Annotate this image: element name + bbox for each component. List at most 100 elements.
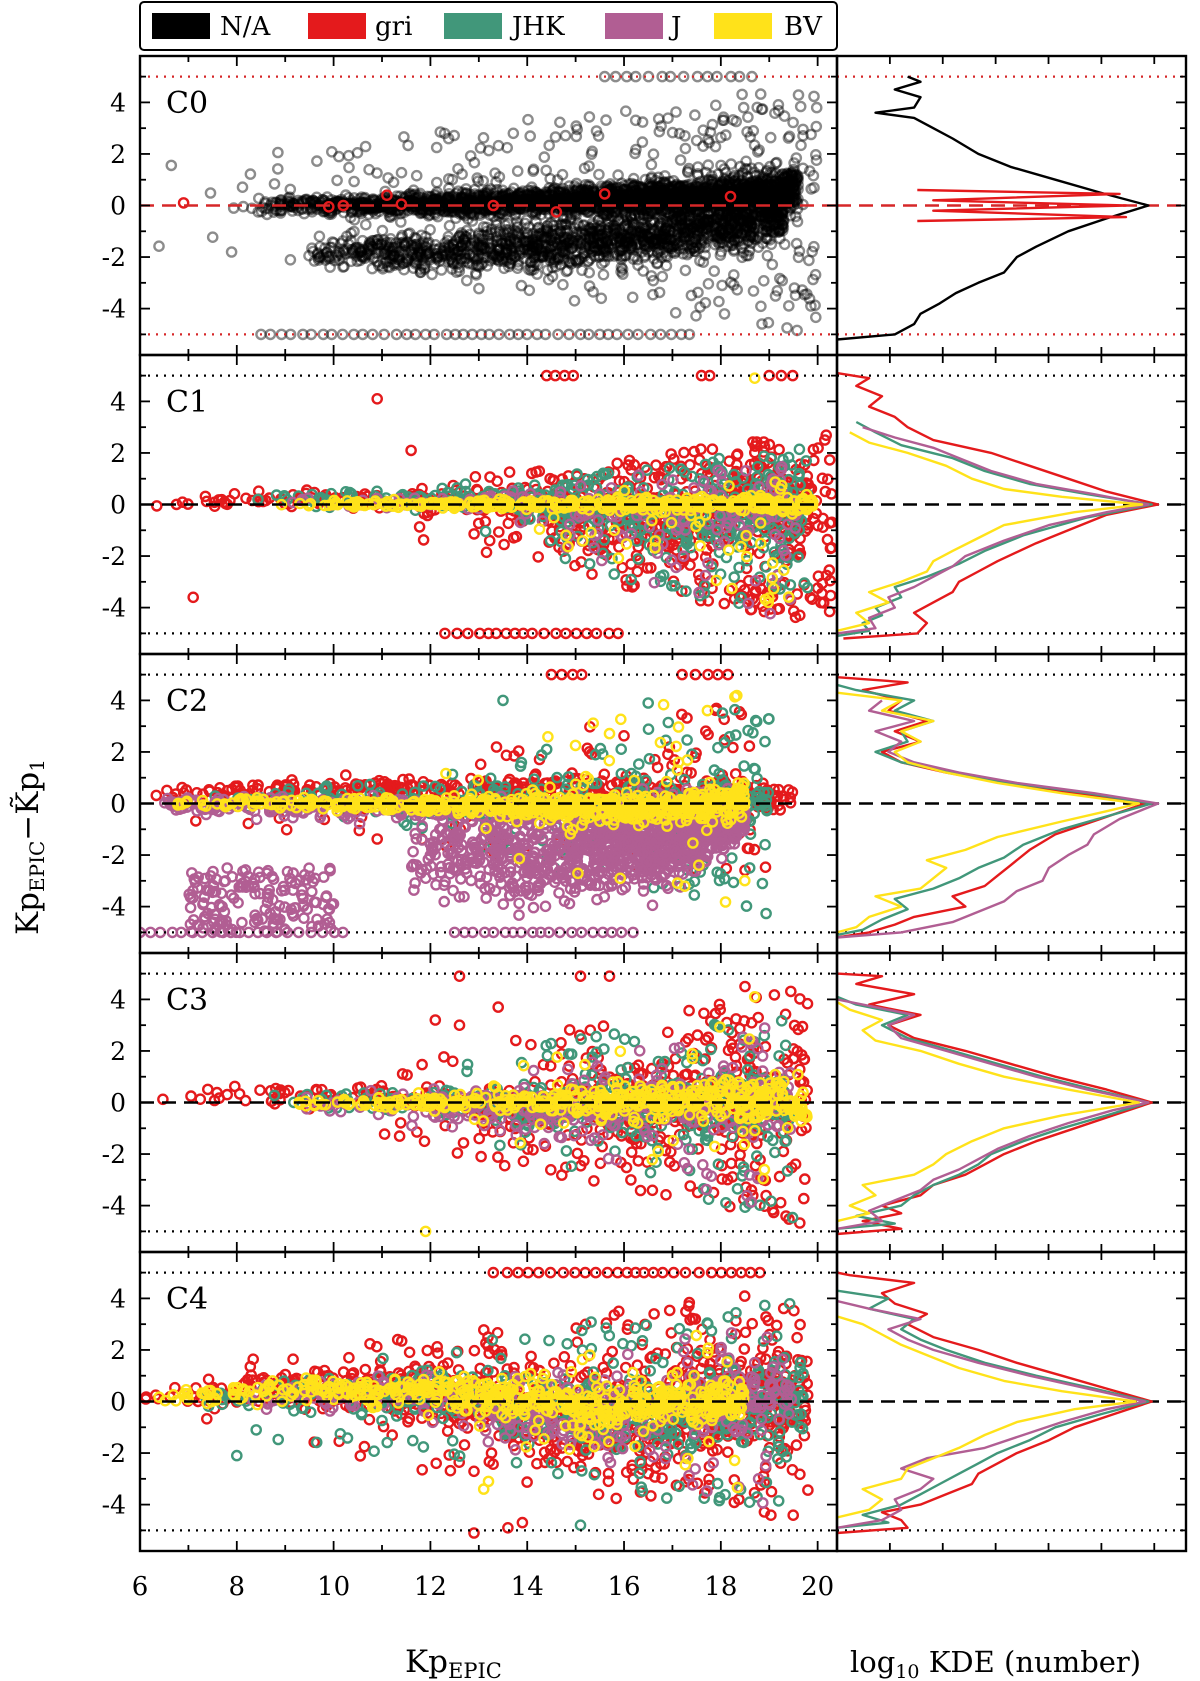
point-c0-na	[755, 178, 768, 191]
point-c0-na	[356, 197, 369, 210]
point-c0-na	[772, 99, 785, 111]
point-c0-na	[755, 175, 768, 188]
point-c0-na	[359, 140, 372, 153]
point-c0-na	[637, 209, 650, 222]
point-c0-na	[651, 190, 664, 203]
point-c0-na	[505, 196, 518, 208]
point-c0-na	[286, 205, 299, 217]
point-c0-na	[683, 182, 696, 195]
point-c0-na	[643, 230, 655, 243]
point-c0-na	[683, 224, 696, 237]
point-c0-na	[780, 188, 793, 200]
point-c0-na	[614, 181, 627, 194]
point-c0-na	[711, 183, 724, 196]
point-c0-na	[715, 186, 727, 198]
point-c0-na	[773, 175, 785, 188]
point-c0-na	[750, 179, 762, 192]
point-c0-na	[618, 192, 631, 204]
point-c0-na	[632, 196, 644, 209]
point-c0-na	[497, 190, 509, 203]
point-c0-na	[435, 203, 448, 215]
point-c0-na	[284, 253, 297, 266]
point-c0-na	[261, 208, 273, 221]
point-c0-na	[452, 193, 465, 206]
point-c0-na	[457, 255, 470, 268]
point-c0-na	[153, 240, 165, 252]
point-c0-na	[550, 192, 562, 205]
point-c0-na	[492, 139, 505, 152]
point-c0-na	[534, 192, 547, 205]
point-c0-na	[507, 192, 520, 205]
point-c0-na	[609, 207, 622, 220]
point-c0-na	[711, 197, 724, 209]
point-c0-na	[753, 187, 765, 200]
point-c0-na	[755, 192, 768, 205]
point-c0-na	[548, 186, 561, 199]
point-c0-na	[450, 191, 463, 203]
point-c0-na	[694, 191, 707, 204]
point-c0-na	[780, 171, 793, 184]
point-c0-na	[597, 208, 610, 221]
point-c0-na	[766, 187, 779, 200]
point-c0-na	[473, 232, 485, 245]
point-c0-na	[754, 169, 766, 181]
point-c0-na	[659, 184, 671, 197]
point-c0-na	[634, 191, 647, 204]
point-c0-na	[791, 215, 804, 228]
point-c0-na	[777, 187, 789, 200]
point-c0-na	[665, 233, 678, 246]
point-c0-na	[776, 180, 788, 192]
point-c0-na	[650, 183, 663, 195]
point-c0-na	[394, 241, 406, 254]
point-c0-na	[461, 202, 474, 215]
point-c0-na	[642, 191, 654, 204]
point-c0-na	[710, 99, 722, 112]
point-c0-na	[771, 183, 784, 195]
point-c0-na	[689, 109, 701, 121]
point-c0-na	[583, 206, 596, 218]
point-c0-na	[518, 201, 531, 213]
point-c0-na	[504, 198, 517, 210]
point-c0-na	[779, 189, 792, 202]
point-c0-na	[419, 195, 431, 208]
point-c0-na	[615, 187, 628, 199]
point-c0-na	[610, 203, 623, 215]
point-c0-na	[418, 201, 431, 213]
point-c0-na	[677, 193, 689, 206]
point-c0-na	[626, 190, 639, 203]
y-tick-label: -4	[102, 295, 126, 324]
point-c0-na	[568, 294, 581, 307]
point-c0-na	[725, 194, 738, 207]
point-c0-na	[704, 181, 717, 193]
point-c0-na	[572, 196, 585, 209]
point-c0-na	[784, 181, 796, 194]
point-c0-na	[645, 205, 658, 218]
point-c0-na	[360, 201, 373, 213]
point-c0-na	[470, 197, 483, 210]
point-c0-na	[448, 206, 461, 218]
point-c0-na	[506, 193, 519, 205]
point-c0-na	[666, 183, 679, 196]
point-c0-na	[753, 184, 766, 196]
point-c0-na	[512, 220, 524, 232]
point-c0-na	[560, 193, 573, 206]
point-c0-na	[787, 193, 800, 206]
point-c0-na	[549, 210, 561, 223]
point-c0-na	[700, 166, 712, 179]
point-c0-na	[695, 183, 708, 195]
point-c0-na	[414, 202, 427, 215]
point-c0-na	[760, 182, 773, 194]
point-c0-na	[494, 191, 506, 204]
point-c0-na	[790, 173, 803, 185]
point-c0-na	[577, 183, 590, 196]
point-c0-na	[773, 210, 785, 223]
legend-swatch-jhk	[444, 13, 502, 39]
point-c0-na	[781, 192, 794, 205]
point-c0-na	[547, 183, 560, 195]
point-c0-na	[565, 202, 578, 215]
point-c0-na	[768, 194, 781, 206]
point-c0-na	[611, 186, 624, 198]
point-c0-na	[496, 184, 509, 197]
point-c0-na	[680, 185, 693, 198]
point-c0-na	[592, 195, 605, 207]
